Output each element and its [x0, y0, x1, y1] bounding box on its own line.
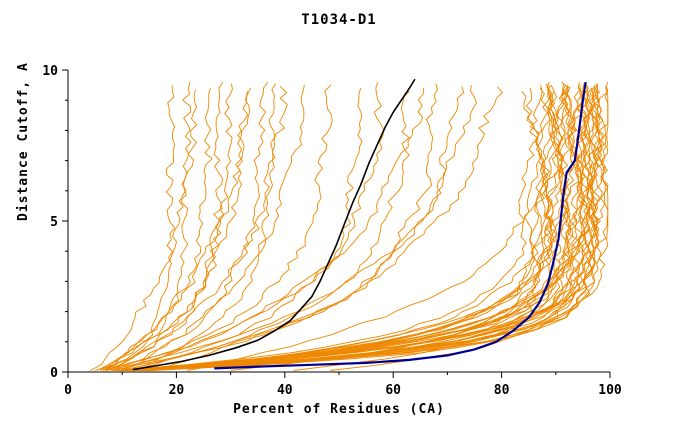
orange-curve: [118, 82, 586, 371]
orange-curve: [136, 88, 609, 371]
orange-curve: [102, 87, 252, 371]
x-tick-label: 80: [494, 383, 510, 398]
orange-curve: [113, 81, 269, 371]
x-tick-label: 100: [598, 383, 622, 398]
orange-curve: [96, 87, 213, 371]
x-tick-label: 60: [385, 383, 401, 398]
orange-curve: [103, 81, 192, 371]
orange-curve: [120, 83, 601, 371]
orange-curve: [120, 85, 305, 371]
orange-curve: [155, 86, 503, 371]
blue-model-curve: [214, 81, 587, 370]
blue-curve: [214, 81, 587, 370]
x-tick-label: 0: [64, 383, 72, 398]
orange-curve: [110, 83, 233, 371]
axes: [62, 69, 611, 378]
x-tick-label: 20: [169, 383, 185, 398]
orange-curve: [128, 89, 577, 371]
black-model-curve: [132, 78, 416, 371]
orange-curve: [143, 87, 553, 371]
orange-curve: [103, 84, 333, 371]
orange-curve: [147, 89, 598, 371]
orange-curve: [99, 81, 224, 371]
orange-curve: [141, 86, 580, 371]
orange-curve: [134, 83, 607, 371]
orange-curve: [119, 83, 591, 371]
orange-curve: [120, 86, 560, 371]
orange-curve: [106, 85, 478, 371]
orange-curve: [90, 89, 198, 371]
orange-curve: [106, 81, 385, 371]
orange-curve: [144, 82, 604, 371]
y-tick-label: 0: [50, 366, 58, 381]
orange-curve: [94, 85, 176, 371]
orange-curve: [133, 84, 563, 371]
tick-labels: 0 20 40 60 80 100 0 5 10: [42, 64, 622, 398]
orange-curve: [230, 87, 595, 371]
y-tick-label: 5: [50, 215, 58, 230]
orange-curve: [99, 91, 249, 371]
orange-curve: [124, 83, 276, 371]
orange-curve: [129, 90, 587, 371]
orange-curve: [330, 94, 602, 371]
orange-curve: [136, 81, 576, 371]
orange-curve: [129, 90, 410, 371]
orange-curve: [125, 84, 609, 371]
orange-curve: [293, 90, 607, 371]
orange-curve: [150, 84, 564, 371]
orange-curve: [119, 85, 591, 371]
y-tick-label: 10: [42, 64, 58, 79]
x-axis-label: Percent of Residues (CA): [233, 402, 445, 417]
orange-curve: [118, 88, 425, 371]
chart-title: T1034-D1: [301, 12, 377, 28]
orange-curve: [125, 86, 465, 371]
orange-curve: [114, 88, 570, 371]
orange-curve: [187, 85, 569, 371]
orange-model-curves: [90, 81, 609, 371]
orange-curve: [103, 86, 288, 371]
x-tick-label: 40: [277, 383, 293, 398]
orange-curve: [142, 81, 609, 371]
orange-curve: [112, 83, 438, 371]
orange-curve: [145, 84, 598, 371]
black-curve: [132, 78, 416, 371]
orange-curve: [116, 84, 546, 371]
